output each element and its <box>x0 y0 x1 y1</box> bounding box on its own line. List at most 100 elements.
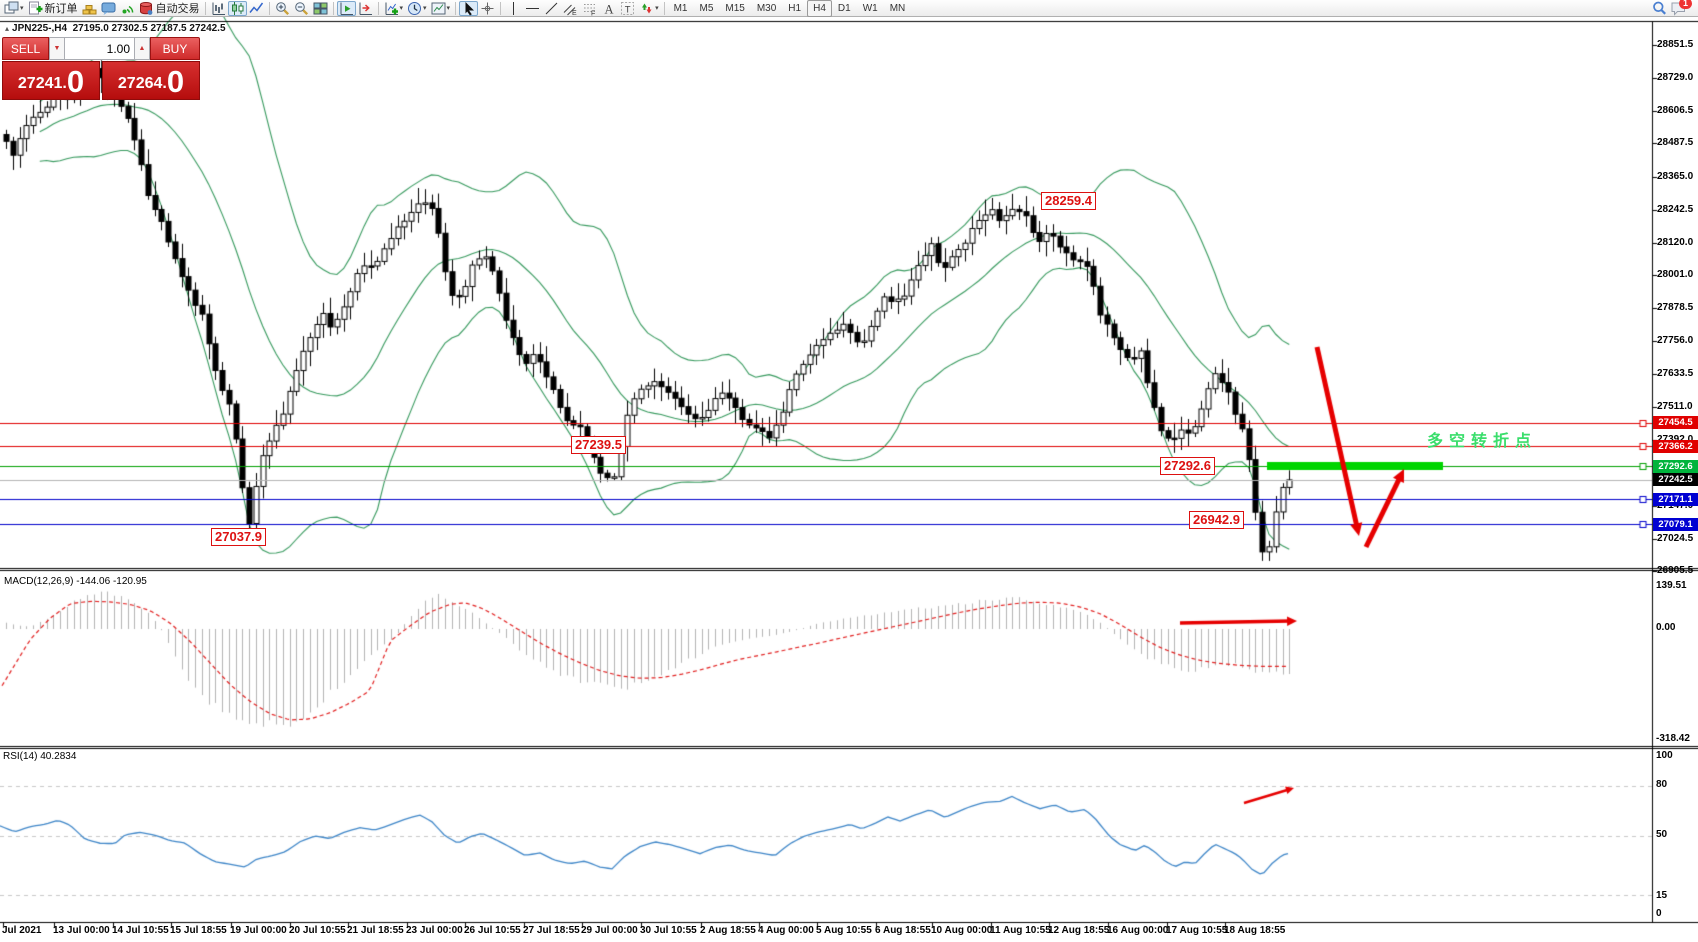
sell-price-big-digit: 0 <box>66 64 85 99</box>
svg-text:F: F <box>591 10 595 16</box>
lot-size-input[interactable]: 1.00 <box>65 37 134 60</box>
templates-button[interactable]: ▾ <box>429 1 453 16</box>
signals-icon <box>120 1 135 16</box>
sell-price[interactable]: 27241. 0 <box>2 61 100 100</box>
time-axis-label: 26 Jul 10:55 <box>464 925 521 936</box>
sell-button[interactable]: SELL <box>2 37 49 60</box>
line-chart-button[interactable] <box>247 1 266 16</box>
metaeditor-button[interactable] <box>80 1 99 16</box>
dropdown-caret-icon: ▾ <box>399 5 404 12</box>
time-axis-label: 4 Aug 00:00 <box>758 925 814 936</box>
vertical-line-button[interactable] <box>504 1 523 16</box>
time-axis-label: 27 Jul 18:55 <box>523 925 580 936</box>
zoom-out-icon <box>294 1 309 16</box>
auto-scroll-button[interactable] <box>336 0 356 16</box>
price-badge: 27366.2 <box>1653 439 1698 453</box>
buy-button[interactable]: BUY <box>150 37 200 60</box>
horizontal-line-button[interactable] <box>523 1 542 16</box>
price-badge: 27292.6 <box>1653 459 1698 473</box>
time-axis-label: 12 Aug 18:55 <box>1048 925 1110 936</box>
timeframe-h1-button[interactable]: H1 <box>788 2 802 14</box>
auto-trading-icon <box>139 1 154 16</box>
price-axis-label: 28001.0 <box>1657 268 1694 280</box>
crosshair-button[interactable] <box>478 1 497 16</box>
price-axis-label: 28851.5 <box>1657 39 1694 50</box>
timeframe-mn-button[interactable]: MN <box>889 2 906 14</box>
dropdown-caret-icon: ▾ <box>655 5 659 12</box>
time-axis-label: 11 Aug 10:55 <box>990 925 1051 936</box>
periods-button[interactable]: ▾ <box>405 1 429 16</box>
new-order-button-label: 新订单 <box>44 3 78 15</box>
search-button[interactable] <box>1650 1 1669 16</box>
market-button[interactable] <box>99 1 118 16</box>
buy-price-small: 27264. <box>117 75 167 92</box>
rsi-label: RSI(14) 40.2834 <box>3 751 77 762</box>
timeframe-m5-button[interactable]: M5 <box>699 2 714 14</box>
price-annotation-box[interactable]: 26942.9 <box>1189 511 1244 529</box>
horizontal-line-icon <box>525 1 540 16</box>
line-chart-icon <box>248 1 264 16</box>
timeframe-m15-button[interactable]: M15 <box>725 2 745 14</box>
bar-chart-button[interactable] <box>209 1 228 16</box>
price-annotation-box[interactable]: 27292.6 <box>1160 457 1215 475</box>
rsi-axis-label: 15 <box>1656 890 1668 901</box>
notifications-button[interactable]: 1 <box>1669 0 1692 16</box>
timeframe-h4-button[interactable]: H4 <box>807 0 832 17</box>
toolbar-separator <box>500 1 502 15</box>
timeframe-d1-button[interactable]: D1 <box>837 2 851 14</box>
timeframe-w1-button[interactable]: W1 <box>862 2 878 14</box>
price-axis-label: 27878.5 <box>1657 302 1694 313</box>
new-order-button[interactable]: 新订单 <box>26 1 80 16</box>
text-label-button[interactable]: T <box>618 1 637 16</box>
candle-chart-button[interactable] <box>227 0 247 16</box>
search-icon <box>1652 1 1667 16</box>
symbol-ohlc-line: ▴ JPN225-,H4 27195.0 27302.5 27187.5 2724… <box>5 23 226 34</box>
symbol-ohlc-text: JPN225-,H4 27195.0 27302.5 27187.5 27242… <box>12 23 226 34</box>
signals-button[interactable] <box>118 1 137 16</box>
indicators-button[interactable]: ▾ <box>382 1 406 16</box>
toolbar-separator <box>204 1 206 15</box>
trendline-button[interactable] <box>542 1 561 16</box>
svg-text:E: E <box>572 10 577 16</box>
chart-shift-button[interactable] <box>356 1 375 16</box>
price-annotation-box[interactable]: 27239.5 <box>571 436 626 454</box>
zoom-in-button[interactable] <box>273 1 292 16</box>
time-axis-label: Jul 2021 <box>2 925 42 936</box>
time-axis-label: 29 Jul 00:00 <box>581 925 638 936</box>
window-menu-button[interactable]: ▾ <box>2 1 26 16</box>
vertical-line-icon <box>506 1 521 16</box>
auto-trading-button[interactable]: 自动交易 <box>137 1 202 16</box>
text-button[interactable]: A <box>599 1 618 16</box>
price-annotation-box[interactable]: 28259.4 <box>1041 192 1096 210</box>
sell-price-small: 27241. <box>17 75 67 92</box>
timeframe-m30-button[interactable]: M30 <box>756 2 777 14</box>
one-click-toggle-icon[interactable]: ▴ <box>5 24 10 33</box>
zoom-out-button[interactable] <box>292 1 311 16</box>
price-badge: 27171.1 <box>1653 492 1698 506</box>
buy-price[interactable]: 27264. 0 <box>102 61 200 100</box>
trendline-icon <box>544 1 559 16</box>
zoom-in-icon <box>275 1 290 16</box>
time-axis-label: 15 Jul 18:55 <box>170 925 227 936</box>
rsi-axis-label: 80 <box>1656 779 1668 790</box>
price-axis-label: 27511.0 <box>1657 401 1693 413</box>
time-axis-label: 6 Aug 18:55 <box>875 925 931 936</box>
timeframe-m1-button[interactable]: M1 <box>673 2 688 14</box>
lot-decrease-button[interactable]: ▼ <box>49 37 65 60</box>
equidistant-channel-button[interactable]: E <box>561 1 580 16</box>
tile-windows-button[interactable] <box>311 1 330 16</box>
time-axis-label: 19 Jul 00:00 <box>230 925 287 936</box>
price-annotation-box[interactable]: 27037.9 <box>211 528 266 546</box>
arrows-button[interactable]: ▾ <box>637 1 661 16</box>
rsi-axis-label: 0 <box>1656 908 1662 919</box>
cursor-button[interactable] <box>459 0 479 16</box>
lot-increase-button[interactable]: ▲ <box>134 37 150 60</box>
rsi-axis-label: 50 <box>1656 829 1668 840</box>
fibonacci-button[interactable]: F <box>580 1 599 16</box>
auto-scroll-icon <box>339 1 354 16</box>
auto-trading-button-label: 自动交易 <box>155 3 200 15</box>
price-axis-label: 28365.0 <box>1657 170 1694 182</box>
time-axis-label: 14 Jul 10:55 <box>112 925 169 936</box>
time-axis-label: 30 Jul 10:55 <box>640 925 697 936</box>
